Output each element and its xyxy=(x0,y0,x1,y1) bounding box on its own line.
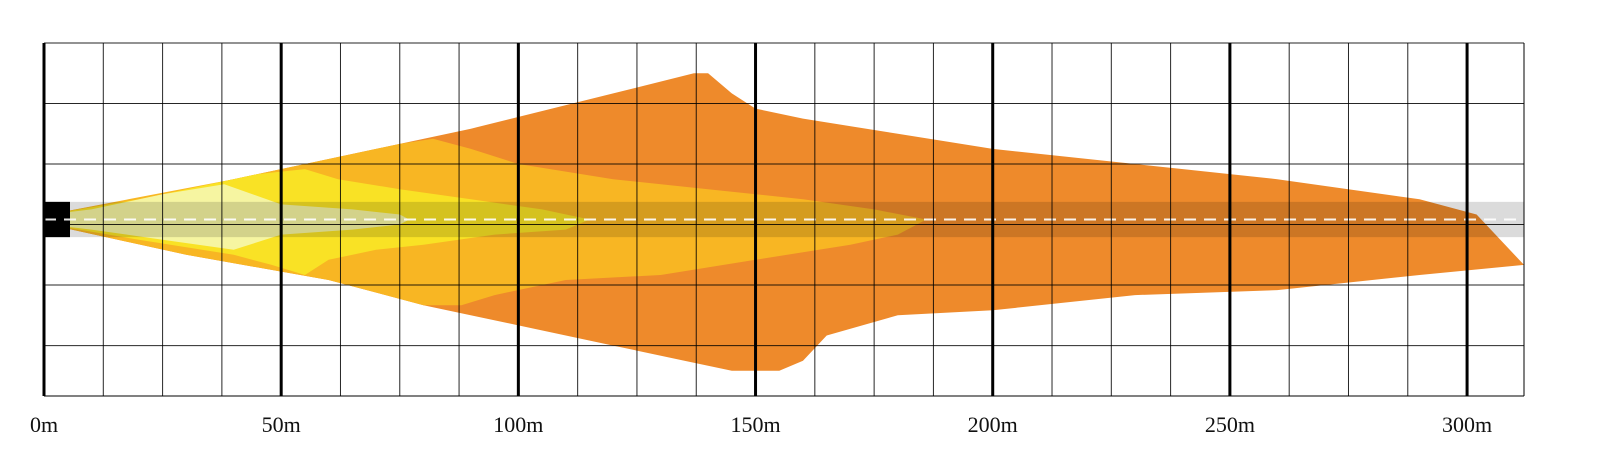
chart-grid xyxy=(42,42,1525,397)
x-axis-tick-labels: 0m 50m 100m 150m 200m 250m 300m xyxy=(30,412,1492,437)
road-strip xyxy=(44,201,1524,238)
x-tick-label: 250m xyxy=(1205,412,1255,437)
x-tick-label: 0m xyxy=(30,412,58,437)
x-tick-label: 150m xyxy=(730,412,780,437)
x-tick-label: 300m xyxy=(1442,412,1492,437)
x-tick-label: 200m xyxy=(968,412,1018,437)
beam-area-4 xyxy=(48,184,410,250)
x-tick-label: 100m xyxy=(493,412,543,437)
beam-areas xyxy=(48,73,1525,371)
x-tick-label: 50m xyxy=(262,412,301,437)
